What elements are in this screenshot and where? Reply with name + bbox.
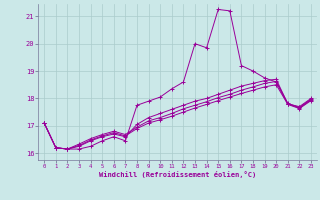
X-axis label: Windchill (Refroidissement éolien,°C): Windchill (Refroidissement éolien,°C)	[99, 171, 256, 178]
